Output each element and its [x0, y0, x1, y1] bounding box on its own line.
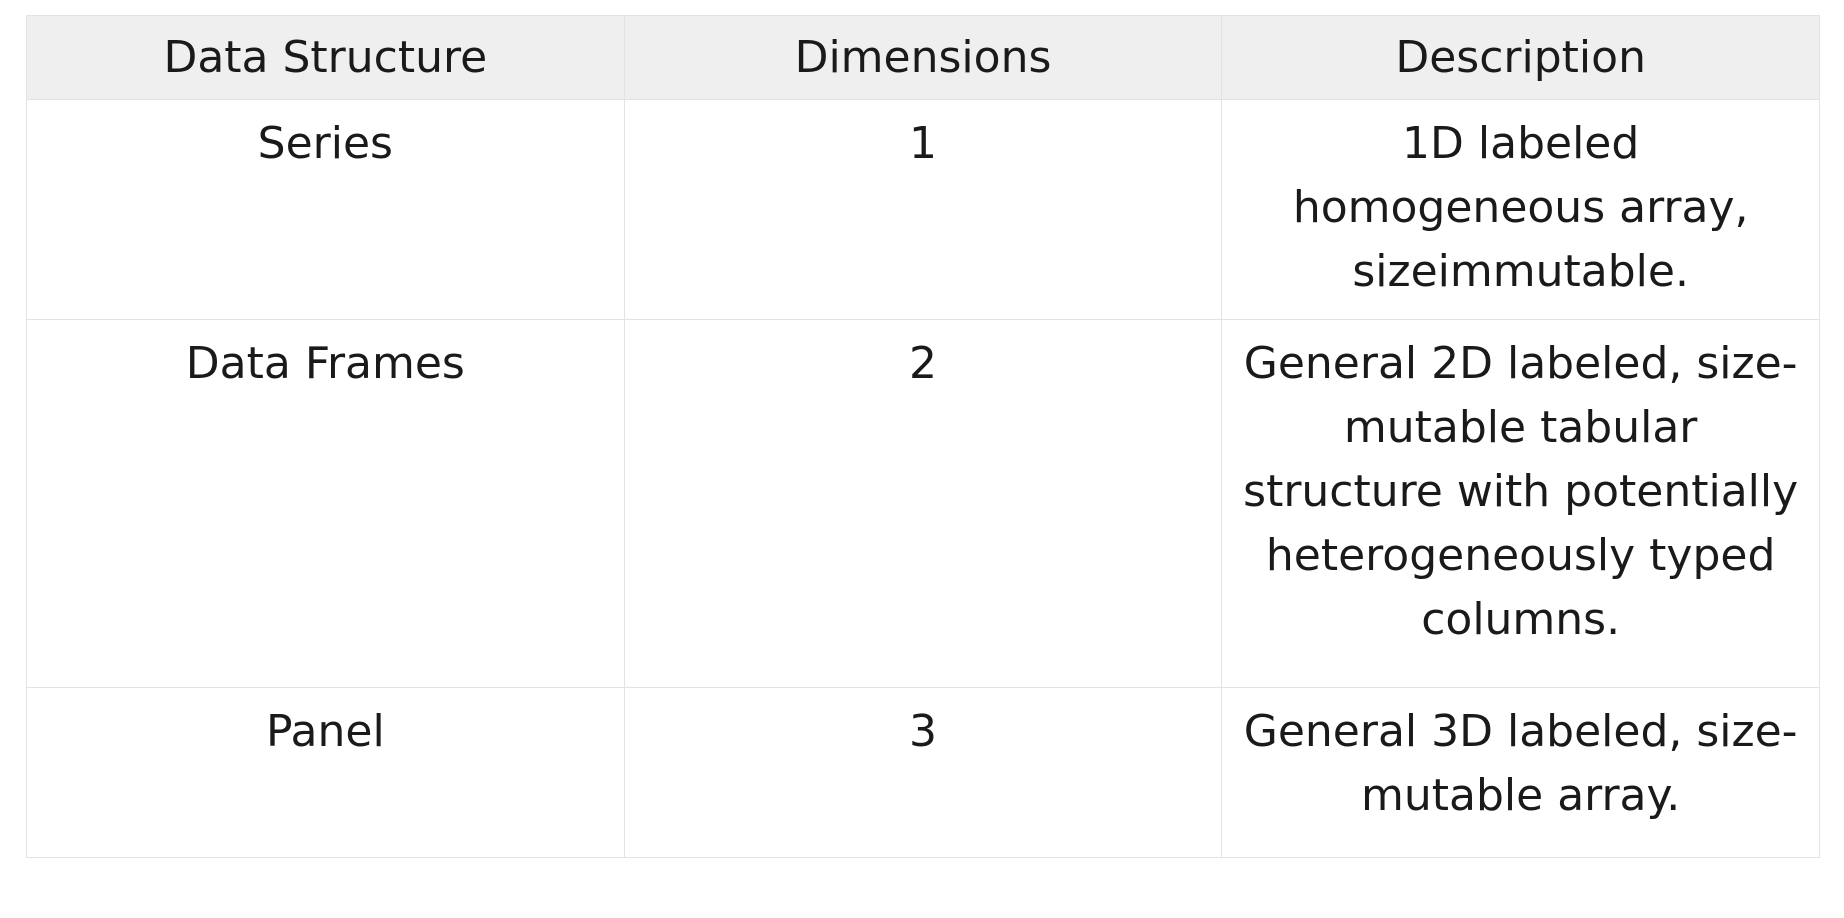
cell-dimensions-text: 2	[908, 338, 937, 389]
table-row: Series 1 1D labeled homogeneous array, s…	[26, 99, 1820, 320]
cell-structure: Series	[26, 99, 625, 320]
table-row: Data Frames 2 General 2D labeled, size-m…	[26, 319, 1820, 688]
cell-structure: Panel	[26, 687, 625, 858]
cell-structure-text: Panel	[265, 706, 385, 757]
cell-description: 1D labeled homogeneous array, sizeimmuta…	[1221, 99, 1820, 320]
cell-dimensions-text: 3	[908, 706, 937, 757]
cell-dimensions-text: 1	[908, 118, 937, 169]
header-dimensions: Dimensions	[623, 15, 1223, 100]
cell-dimensions: 1	[623, 99, 1223, 320]
cell-description-text: General 2D labeled, size-mutable tabular…	[1243, 338, 1799, 645]
header-row: Data Structure Dimensions Description	[26, 15, 1820, 100]
cell-dimensions: 2	[623, 319, 1223, 688]
header-description: Description	[1221, 15, 1820, 100]
data-structures-table-container: Data Structure Dimensions Description Se…	[26, 15, 1820, 858]
cell-description-text: 1D labeled homogeneous array, sizeimmuta…	[1292, 118, 1749, 297]
table-body: Series 1 1D labeled homogeneous array, s…	[26, 99, 1820, 858]
cell-structure-text: Series	[257, 118, 393, 169]
header-data-structure: Data Structure	[26, 15, 625, 100]
cell-structure-text: Data Frames	[185, 338, 465, 389]
data-structures-table: Data Structure Dimensions Description Se…	[26, 15, 1820, 858]
cell-dimensions: 3	[623, 687, 1223, 858]
cell-structure: Data Frames	[26, 319, 625, 688]
table-row: Panel 3 General 3D labeled, size-mutable…	[26, 687, 1820, 858]
cell-description: General 3D labeled, size-mutable array.	[1221, 687, 1820, 858]
table-header: Data Structure Dimensions Description	[26, 15, 1820, 100]
cell-description: General 2D labeled, size-mutable tabular…	[1221, 319, 1820, 688]
cell-description-text: General 3D labeled, size-mutable array.	[1243, 706, 1798, 821]
